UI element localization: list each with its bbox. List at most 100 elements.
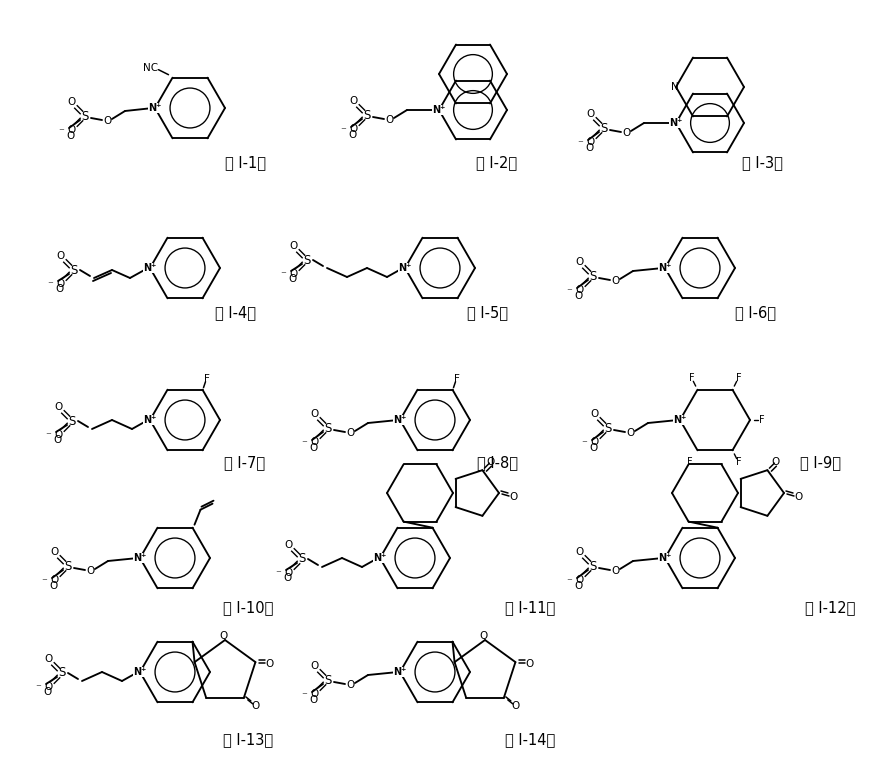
Text: O: O [44,682,52,692]
Text: O: O [575,547,583,557]
Text: O: O [43,687,51,697]
Text: ⁻: ⁻ [566,577,572,587]
Text: O: O [50,575,58,585]
Text: 式 I-10、: 式 I-10、 [223,601,273,616]
Text: O: O [309,695,317,705]
Text: 式 I-6、: 式 I-6、 [734,306,775,320]
Text: ⁻: ⁻ [275,569,281,579]
Text: 式 I-2、: 式 I-2、 [476,155,518,171]
Text: N⁺: N⁺ [673,415,686,425]
Text: ⁻: ⁻ [45,431,51,441]
Text: O: O [265,659,274,669]
Text: O: O [586,109,594,119]
Text: F: F [736,373,741,383]
Text: O: O [310,661,318,671]
Text: ⁻: ⁻ [41,577,47,587]
Text: S: S [68,414,76,427]
Text: O: O [309,443,317,453]
Text: O: O [56,251,65,261]
Text: ⁻: ⁻ [577,139,583,149]
Text: O: O [611,276,619,286]
Text: O: O [219,631,227,641]
Text: O: O [310,409,318,419]
Text: S: S [65,559,72,572]
Text: 式 I-7、: 式 I-7、 [224,456,266,470]
Text: O: O [54,402,62,412]
Text: O: O [346,428,354,438]
Text: O: O [284,540,292,550]
Text: O: O [512,701,520,711]
Text: O: O [574,581,582,591]
Text: ⁻: ⁻ [35,683,41,693]
Text: N⁺: N⁺ [393,415,406,425]
Text: F: F [736,457,741,467]
Text: O: O [626,428,634,438]
Text: O: O [611,566,619,576]
Text: 式 I-3、: 式 I-3、 [741,155,782,171]
Text: O: O [67,97,75,107]
Text: O: O [794,492,802,502]
Text: S: S [58,666,65,679]
Text: O: O [56,279,65,289]
Text: O: O [44,654,52,664]
Text: 式 I-13、: 式 I-13、 [223,732,273,748]
Text: O: O [288,274,296,284]
Text: N⁺: N⁺ [133,553,146,563]
Text: O: O [585,143,593,153]
Text: O: O [49,581,58,591]
Text: F: F [203,374,209,384]
Text: O: O [66,131,74,141]
Text: F: F [760,415,765,425]
Text: N⁺: N⁺ [148,103,161,113]
Text: 式 I-1、: 式 I-1、 [224,155,265,171]
Text: F: F [689,373,694,383]
Text: O: O [385,115,393,125]
Text: N⁺: N⁺ [670,118,683,128]
Text: O: O [575,257,583,267]
Text: O: O [310,437,318,447]
Text: S: S [303,254,310,267]
Text: ⁻: ⁻ [280,270,286,280]
Text: N⁺: N⁺ [393,667,406,677]
Text: O: O [589,437,598,447]
Text: ⁻: ⁻ [58,127,64,137]
Text: O: O [85,566,94,576]
Text: O: O [310,689,318,699]
Text: O: O [50,547,58,557]
Text: ⁻: ⁻ [340,126,346,136]
Text: ⁻: ⁻ [301,691,307,701]
Text: O: O [103,116,111,126]
Text: 式 I-5，: 式 I-5， [467,306,508,320]
Text: S: S [600,122,608,135]
Text: O: O [772,457,780,467]
Text: O: O [589,409,598,419]
Text: ⁻: ⁻ [566,287,572,297]
Text: S: S [298,552,306,565]
Text: S: S [324,421,331,434]
Text: S: S [71,264,78,277]
Text: O: O [349,124,358,134]
Text: O: O [289,269,297,279]
Text: O: O [289,241,297,251]
Text: O: O [589,443,597,453]
Text: O: O [575,575,583,585]
Text: O: O [622,128,630,138]
Text: 式 I-8、: 式 I-8、 [476,456,517,470]
Text: O: O [479,631,487,641]
Text: S: S [364,109,371,122]
Text: S: S [324,673,331,686]
Text: O: O [284,568,292,578]
Text: ⁻: ⁻ [301,439,307,449]
Text: O: O [283,573,291,583]
Text: NC: NC [143,63,159,73]
Text: O: O [586,137,594,147]
Text: N⁺: N⁺ [143,415,157,425]
Text: N⁺: N⁺ [399,263,412,273]
Text: N: N [671,82,679,92]
Text: O: O [509,492,517,502]
Text: 式 I-9、: 式 I-9、 [800,456,841,470]
Text: N⁺: N⁺ [658,263,671,273]
Text: ⁻: ⁻ [47,280,53,290]
Text: 式 I-11、: 式 I-11、 [505,601,555,616]
Text: S: S [81,110,89,123]
